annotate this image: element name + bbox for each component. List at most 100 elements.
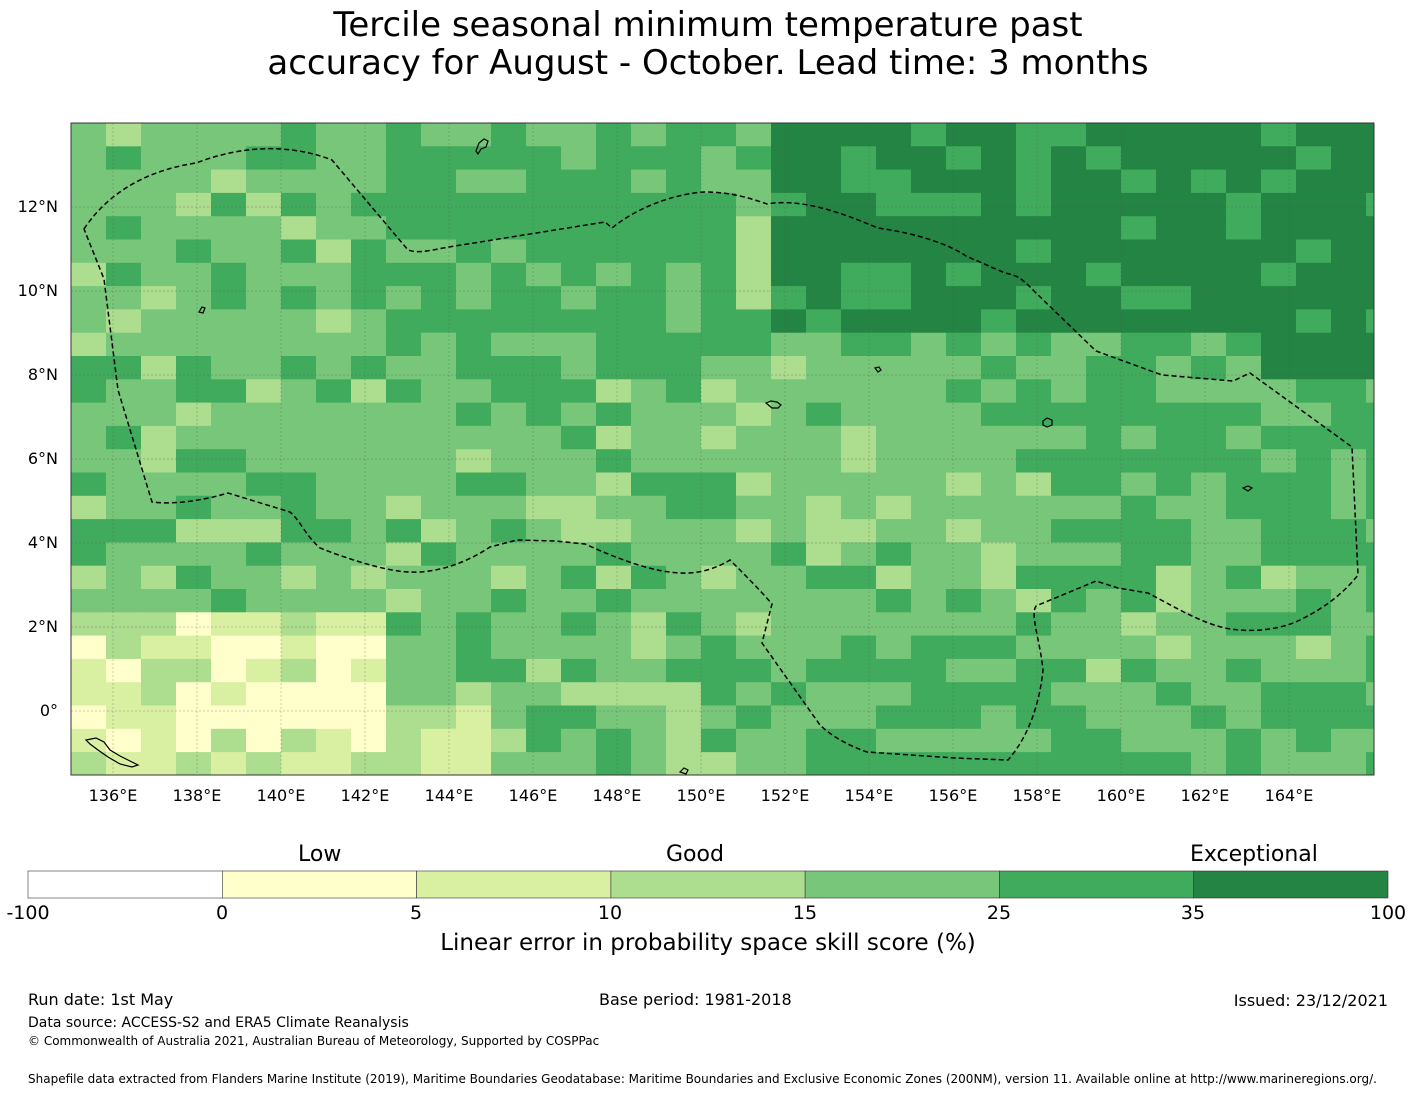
skill-cell xyxy=(1296,565,1332,590)
skill-cell xyxy=(526,682,562,707)
skill-cell xyxy=(456,728,492,753)
skill-cell xyxy=(771,169,807,194)
skill-cell xyxy=(211,425,247,450)
skill-cell xyxy=(701,495,737,520)
skill-cell xyxy=(806,309,842,334)
skill-cell xyxy=(1296,449,1332,474)
lon-label: 160°E xyxy=(1096,786,1146,805)
skill-cell xyxy=(1296,425,1332,450)
skill-cell xyxy=(456,682,492,707)
skill-cell xyxy=(631,146,667,171)
skill-cell xyxy=(491,262,527,287)
skill-cell xyxy=(491,565,527,590)
skill-cell xyxy=(1191,472,1227,497)
skill-cell xyxy=(1261,216,1297,241)
skill-cell xyxy=(981,472,1017,497)
skill-cell xyxy=(246,379,282,404)
skill-cell xyxy=(701,192,737,217)
skill-cell xyxy=(386,146,422,171)
skill-cell xyxy=(806,425,842,450)
skill-cell xyxy=(176,495,212,520)
skill-cell xyxy=(456,519,492,543)
skill-cell xyxy=(106,402,142,427)
skill-cell xyxy=(316,519,352,543)
skill-cell xyxy=(736,612,772,637)
skill-cell xyxy=(141,449,177,474)
skill-cell xyxy=(1191,239,1227,264)
skill-cell xyxy=(1121,658,1157,683)
skill-cell xyxy=(351,472,387,497)
skill-cell xyxy=(1051,612,1087,637)
skill-cell xyxy=(1331,728,1367,753)
skill-cell xyxy=(771,425,807,450)
skill-cell xyxy=(1261,635,1297,660)
skill-cell xyxy=(1296,658,1332,683)
skill-cell xyxy=(631,752,667,775)
skill-cell xyxy=(1261,356,1297,380)
skill-cell xyxy=(141,705,177,730)
skill-cell xyxy=(246,332,282,357)
skill-cell xyxy=(911,542,947,567)
skill-cell xyxy=(1366,332,1374,357)
skill-cell xyxy=(176,589,212,613)
skill-cell xyxy=(71,425,107,450)
skill-cell xyxy=(1261,565,1297,590)
skill-cell xyxy=(911,192,947,217)
skill-cell xyxy=(771,519,807,543)
skill-cell xyxy=(1261,705,1297,730)
skill-cell xyxy=(176,402,212,427)
skill-cell xyxy=(1121,519,1157,543)
skill-cell xyxy=(771,309,807,334)
skill-cell xyxy=(596,705,632,730)
skill-cell xyxy=(246,705,282,730)
skill-cell xyxy=(1191,658,1227,683)
skill-cell xyxy=(1086,123,1122,147)
skill-cell xyxy=(1296,356,1332,380)
skill-cell xyxy=(631,519,667,543)
skill-cell xyxy=(1121,752,1157,775)
skill-cell xyxy=(491,425,527,450)
skill-cell xyxy=(981,635,1017,660)
skill-cell xyxy=(456,612,492,637)
skill-cell xyxy=(491,752,527,775)
skill-cell xyxy=(421,682,457,707)
skill-cell xyxy=(211,449,247,474)
skill-cell xyxy=(281,379,317,404)
skill-cell xyxy=(876,472,912,497)
skill-cell xyxy=(1296,495,1332,520)
skill-cell xyxy=(876,705,912,730)
skill-cell xyxy=(1331,169,1367,194)
skill-cell xyxy=(841,565,877,590)
skill-cell xyxy=(1296,216,1332,241)
skill-cell xyxy=(806,472,842,497)
skill-cell xyxy=(211,286,247,310)
skill-cell xyxy=(71,123,107,147)
skill-cell xyxy=(1366,123,1374,147)
skill-cell xyxy=(1156,216,1192,241)
skill-cell xyxy=(1121,728,1157,753)
skill-cell xyxy=(211,239,247,264)
skill-cell xyxy=(981,169,1017,194)
skill-cell xyxy=(106,379,142,404)
skill-cell xyxy=(981,123,1017,147)
skill-cell xyxy=(876,356,912,380)
skill-cell xyxy=(771,658,807,683)
skill-cell xyxy=(1331,682,1367,707)
skill-cell xyxy=(526,519,562,543)
skill-cell xyxy=(946,332,982,357)
skill-cell xyxy=(596,728,632,753)
skill-cell xyxy=(176,565,212,590)
skill-cell xyxy=(1331,542,1367,567)
skill-cell xyxy=(526,216,562,241)
skill-cell xyxy=(736,216,772,241)
skill-cell xyxy=(1051,169,1087,194)
skill-cell xyxy=(736,146,772,171)
skill-cell xyxy=(526,425,562,450)
skill-cell xyxy=(281,565,317,590)
skill-cell xyxy=(736,169,772,194)
skill-cell xyxy=(1226,565,1262,590)
skill-cell xyxy=(1121,635,1157,660)
skill-cell xyxy=(421,239,457,264)
skill-cell xyxy=(1016,309,1052,334)
skill-cell xyxy=(1366,239,1374,264)
